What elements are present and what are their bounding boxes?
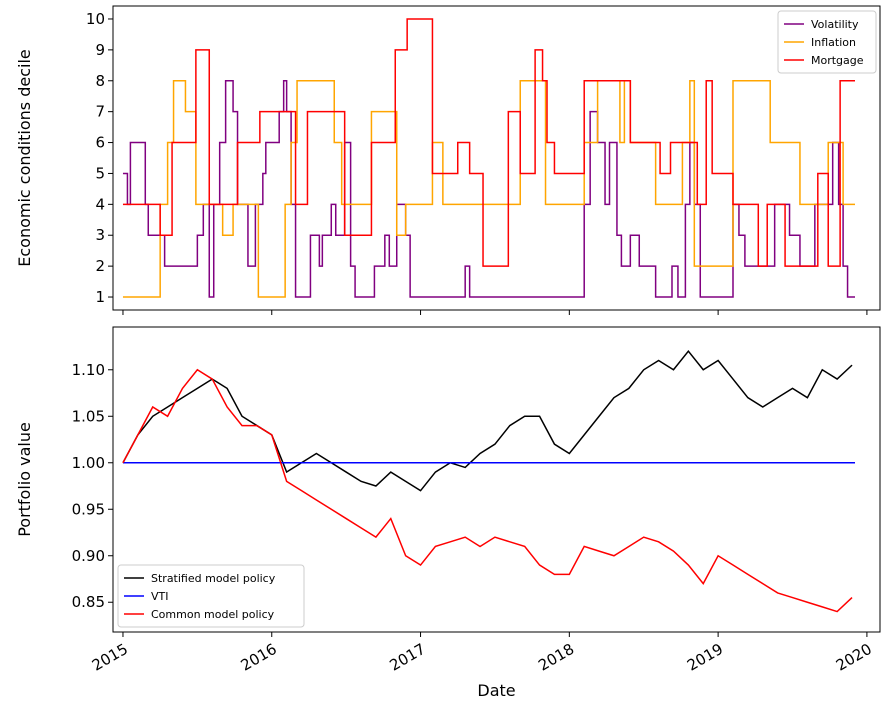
x-tick-label: 2019 (684, 640, 726, 675)
series-line (122, 18, 856, 267)
legend: Stratified model policy VTI Common model p… (117, 564, 305, 628)
x-tick-label: 2020 (833, 640, 875, 675)
legend-label: Volatility (811, 18, 859, 31)
legend-label: Mortgage (811, 54, 864, 67)
y-tick-label: 1.00 (72, 454, 105, 472)
y-axis-label: Portfolio value (15, 422, 34, 537)
series-line (122, 349, 853, 492)
legend-label: Stratified model policy (151, 572, 276, 585)
y-axis-label: Economic conditions decile (15, 49, 34, 266)
y-tick-label: 5 (95, 164, 105, 182)
y-tick-label: 7 (95, 103, 105, 121)
legend-label: Common model policy (151, 608, 275, 621)
legend-label: Inflation (811, 36, 856, 49)
y-tick-label: 10 (86, 10, 105, 28)
y-tick-label: 6 (95, 134, 105, 152)
x-tick-label: 2016 (238, 640, 280, 675)
y-tick-label: 8 (95, 72, 105, 90)
x-tick-label: 2015 (89, 640, 131, 675)
plot-frame (112, 5, 881, 311)
legend-box (777, 10, 877, 74)
y-tick-label: 0.95 (72, 500, 105, 518)
legend-label: VTI (151, 590, 169, 603)
legend-box (117, 564, 305, 628)
y-tick-label: 0.85 (72, 593, 105, 611)
series-line (122, 80, 856, 298)
legend: Volatility Inflation Mortgage (777, 10, 877, 74)
x-axis-label: Date (477, 681, 515, 700)
series-line (122, 80, 856, 298)
y-tick-label: 3 (95, 226, 105, 244)
y-tick-label: 9 (95, 41, 105, 59)
x-tick-label: 2017 (386, 640, 428, 675)
plot-frame (112, 326, 881, 633)
y-tick-label: 2 (95, 257, 105, 275)
y-tick-label: 1.10 (72, 361, 105, 379)
y-tick-label: 1 (95, 288, 105, 306)
y-tick-label: 4 (95, 195, 105, 213)
series-line (122, 368, 853, 613)
x-tick-label: 2018 (535, 640, 577, 675)
y-tick-label: 0.90 (72, 547, 105, 565)
y-tick-label: 1.05 (72, 407, 105, 425)
